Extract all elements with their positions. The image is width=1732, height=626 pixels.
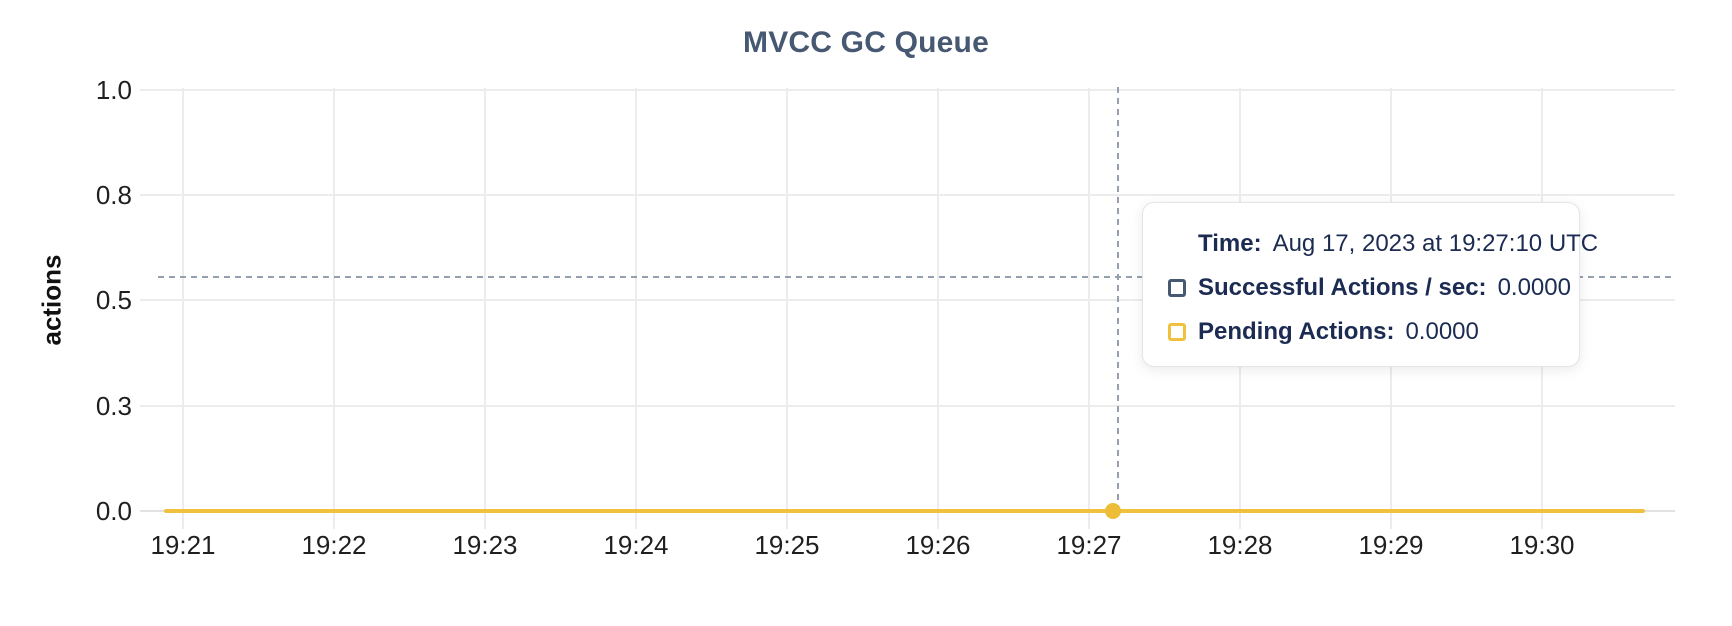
- tooltip-series-row: Pending Actions: 0.0000: [1168, 318, 1579, 345]
- x-tick-label: 19:28: [1207, 530, 1273, 560]
- chart-tooltip: Time: Aug 17, 2023 at 19:27:10 UTC Succe…: [1142, 202, 1598, 367]
- legend-swatch-pending-icon: [1168, 323, 1186, 341]
- gridline-vertical: [786, 88, 788, 529]
- x-tick-label: 19:27: [1056, 530, 1122, 560]
- gridline-vertical: [484, 88, 486, 529]
- crosshair-vertical-line: [1117, 87, 1119, 511]
- gridline-horizontal: [140, 299, 1675, 301]
- x-tick-label: 19:25: [754, 530, 820, 560]
- chart-title: MVCC GC Queue: [743, 26, 989, 59]
- gridline-vertical: [333, 88, 335, 529]
- tooltip-time-row: Time: Aug 17, 2023 at 19:27:10 UTC: [1168, 230, 1598, 257]
- tooltip-series-row: Successful Actions / sec: 0.0000: [1168, 274, 1579, 301]
- gridline-vertical: [937, 88, 939, 529]
- gridline-horizontal: [140, 405, 1675, 407]
- tooltip-series-value: 0.0000: [1497, 274, 1571, 301]
- gridline-horizontal: [140, 194, 1675, 196]
- hover-point-dot: [1105, 503, 1121, 519]
- tooltip-time-label: Time:: [1198, 230, 1262, 257]
- x-tick-label: 19:21: [150, 530, 216, 560]
- crosshair-horizontal-line: [158, 276, 1675, 278]
- x-tick-label: 19:24: [603, 530, 669, 560]
- gridline-horizontal: [140, 89, 1675, 91]
- series-line-pending-actions: [164, 509, 1645, 513]
- gridline-vertical: [1088, 88, 1090, 529]
- tooltip-time-value: Aug 17, 2023 at 19:27:10 UTC: [1272, 230, 1599, 257]
- gridline-vertical: [182, 88, 184, 529]
- y-tick-label: 0.3: [95, 391, 132, 421]
- tooltip-series-value: 0.0000: [1405, 318, 1479, 345]
- legend-swatch-successful-icon: [1168, 279, 1186, 297]
- gridline-vertical: [635, 88, 637, 529]
- x-tick-label: 19:23: [452, 530, 518, 560]
- x-tick-label: 19:30: [1509, 530, 1575, 560]
- x-tick-label: 19:22: [301, 530, 367, 560]
- y-tick-label: 0.8: [95, 180, 132, 210]
- y-tick-label: 1.0: [95, 75, 132, 105]
- x-tick-label: 19:26: [905, 530, 971, 560]
- y-tick-label: 0.5: [95, 285, 132, 315]
- y-tick-label: 0.0: [95, 496, 132, 526]
- x-tick-label: 19:29: [1358, 530, 1424, 560]
- tooltip-series-label: Successful Actions / sec:: [1198, 274, 1487, 301]
- tooltip-series-label: Pending Actions:: [1198, 318, 1395, 345]
